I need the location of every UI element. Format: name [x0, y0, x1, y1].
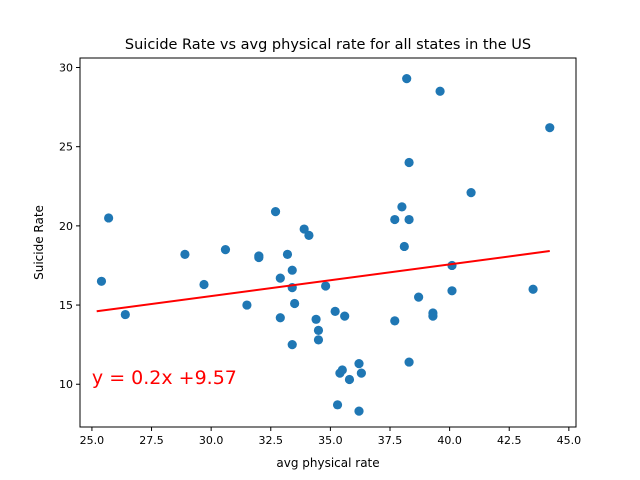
data-point: [290, 298, 300, 309]
data-point: [390, 316, 400, 326]
data-point: [332, 400, 343, 410]
x-tick-label: 35.0: [318, 434, 343, 447]
y-tick-label: 10: [59, 378, 73, 391]
x-tick-label: 30.0: [199, 434, 224, 447]
plot-area: [96, 73, 555, 416]
data-point: [399, 241, 409, 252]
y-tick-label: 25: [59, 141, 73, 154]
data-point: [404, 214, 414, 225]
data-point: [397, 202, 407, 212]
data-point: [390, 214, 400, 225]
data-point: [321, 281, 331, 291]
data-point: [287, 265, 297, 275]
y-axis-label: Suicide Rate: [32, 205, 46, 280]
data-point: [254, 252, 264, 263]
y-tick-label: 15: [59, 299, 73, 312]
x-tick-label: 37.5: [378, 434, 403, 447]
x-tick-label: 27.5: [139, 434, 164, 447]
data-point: [545, 123, 555, 133]
data-point: [414, 292, 424, 302]
data-point: [242, 300, 252, 310]
y-axis-ticks: 10 15 20 25 30: [59, 62, 80, 391]
regression-equation: y = 0.2x +9.57: [92, 367, 237, 389]
data-point: [313, 325, 324, 335]
y-tick-label: 20: [59, 220, 73, 233]
data-point: [404, 357, 414, 367]
data-point: [337, 365, 347, 375]
data-point: [120, 309, 130, 320]
data-point: [528, 284, 538, 294]
data-point: [330, 306, 340, 316]
data-point: [104, 213, 114, 223]
y-tick-label: 30: [59, 62, 73, 75]
data-point: [428, 311, 438, 321]
data-point: [354, 359, 364, 369]
data-point: [340, 311, 350, 321]
data-point: [311, 314, 321, 324]
data-point: [344, 374, 355, 385]
x-axis-label: avg physical rate: [276, 456, 379, 470]
data-point: [356, 368, 366, 378]
data-point: [220, 245, 231, 255]
data-point: [287, 340, 297, 350]
x-tick-label: 25.0: [80, 434, 105, 447]
data-point: [447, 286, 457, 296]
x-tick-label: 45.0: [557, 434, 582, 447]
data-point: [404, 157, 414, 168]
chart-title: Suicide Rate vs avg physical rate for al…: [125, 37, 531, 53]
regression-line: [96, 250, 550, 313]
data-point: [96, 276, 107, 286]
x-tick-label: 40.0: [437, 434, 462, 447]
x-tick-label: 32.5: [259, 434, 284, 447]
data-point: [199, 279, 209, 290]
x-tick-label: 42.5: [497, 434, 522, 447]
data-point: [354, 406, 364, 416]
data-point: [402, 73, 412, 84]
data-point: [435, 86, 445, 96]
x-axis-ticks: 25.0 27.5 30.0 32.5 35.0 37.5 40.0 42.5 45.0: [80, 427, 581, 447]
data-point: [466, 188, 476, 198]
plot-frame: [79, 57, 577, 428]
data-point: [304, 230, 314, 240]
data-point: [180, 249, 190, 259]
data-point: [313, 335, 324, 345]
data-point: [270, 207, 281, 217]
data-point: [299, 224, 309, 234]
data-point: [282, 249, 293, 259]
data-point: [275, 273, 285, 283]
data-point: [275, 313, 285, 323]
